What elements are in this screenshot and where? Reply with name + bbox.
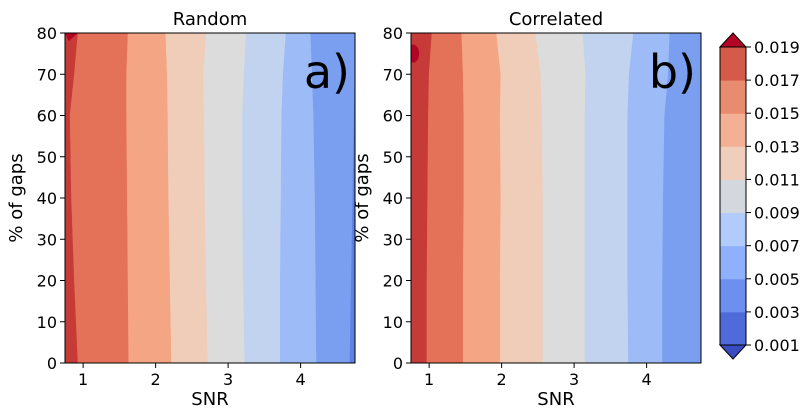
colorbar-tick-label: 0.013: [754, 137, 800, 156]
contour-band-a: [165, 33, 209, 363]
contour-band-a: [310, 33, 355, 363]
y-tick-label: 10: [383, 313, 403, 332]
y-tick-label: 80: [383, 24, 403, 43]
y-tick-label: 40: [383, 189, 403, 208]
y-tick-label: 50: [37, 148, 57, 167]
contour-regions-b: [411, 33, 701, 363]
x-tick-label: 3: [223, 370, 233, 389]
colorbar-band: [720, 311, 746, 346]
colorbar-tick-label: 0.011: [754, 170, 800, 189]
colorbar-band: [720, 47, 746, 81]
colorbar: 0.001 0.003 0.005 0.007 0.009 0.011 0.013 0.015…: [718, 32, 800, 360]
x-tick-label: 1: [78, 370, 88, 389]
contour-band-b: [535, 33, 587, 363]
y-axis-label-b: % of gaps: [352, 153, 373, 242]
contour-band-b: [496, 33, 544, 363]
colorbar-tick-label: 0.005: [754, 270, 800, 289]
colorbar-band: [720, 179, 746, 214]
max-region-b: [411, 44, 420, 63]
x-axis-label-b: SNR: [537, 389, 574, 410]
panel-label-b: b): [649, 45, 696, 99]
contour-band-b: [582, 33, 634, 363]
contour-band-a: [69, 33, 130, 363]
y-tick-label: 70: [37, 65, 57, 84]
colorbar-tick-label: 0.003: [754, 303, 800, 322]
y-tick-label: 60: [37, 107, 57, 126]
x-tick-label: 2: [497, 370, 507, 389]
colorbar-band: [720, 80, 746, 114]
x-tick-label: 2: [151, 370, 161, 389]
contour-band-b: [662, 33, 701, 363]
y-tick-label: 10: [37, 313, 57, 332]
contour-band-a: [242, 33, 287, 363]
panel-title-a: Random: [173, 9, 248, 30]
y-tick-label: 50: [383, 148, 403, 167]
y-tick-label: 70: [383, 65, 403, 84]
y-tick-label: 30: [37, 230, 57, 249]
contour-regions-a: [65, 33, 355, 363]
colorbar-tick-label: 0.017: [754, 71, 800, 90]
colorbar-tick-label: 0.015: [754, 104, 800, 123]
colorbar-band: [720, 278, 746, 313]
y-tick-label: 0: [47, 354, 57, 373]
contour-band-b: [461, 33, 502, 363]
contour-band-a: [203, 33, 247, 363]
colorbar-band: [720, 146, 746, 180]
panel-title-b: Correlated: [509, 9, 603, 30]
y-tick-label: 40: [37, 189, 57, 208]
colorbar-tick-label: 0.001: [754, 336, 800, 355]
y-tick-label: 20: [37, 272, 57, 291]
contour-band-b: [426, 33, 465, 363]
y-tick-label: 30: [383, 230, 403, 249]
x-tick-label: 1: [424, 370, 434, 389]
y-tick-label: 20: [383, 272, 403, 291]
x-tick-label: 3: [569, 370, 579, 389]
colorbar-tick-label: 0.019: [754, 38, 800, 57]
y-tick-label: 80: [37, 24, 57, 43]
x-tick-label: 4: [642, 370, 652, 389]
y-tick-label: 0: [393, 354, 403, 373]
colorbar-tick-label: 0.007: [754, 237, 800, 256]
colorbar-band: [720, 113, 746, 147]
contour-band-a: [126, 33, 172, 363]
contour-band-a: [349, 33, 355, 363]
colorbar-frame: [719, 46, 747, 346]
max-region-a: [65, 33, 79, 42]
colorbar-extend-high: [718, 32, 748, 48]
panel-label-a: a): [304, 45, 350, 99]
x-tick-label: 4: [296, 370, 306, 389]
y-tick-label: 60: [383, 107, 403, 126]
colorbar-band: [720, 245, 746, 280]
colorbar-tick-label: 0.009: [754, 204, 800, 223]
y-axis-label-a: % of gaps: [6, 153, 27, 242]
colorbar-extend-low: [718, 344, 748, 360]
x-axis-label-a: SNR: [191, 389, 228, 410]
colorbar-band: [720, 212, 746, 247]
